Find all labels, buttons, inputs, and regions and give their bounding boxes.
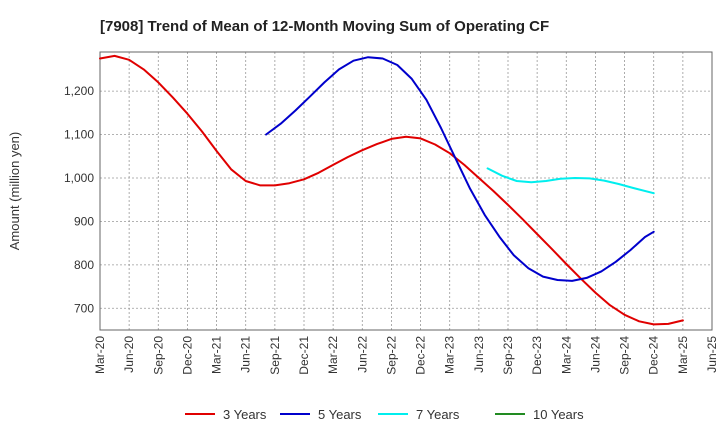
x-tick-label: Sep-23 bbox=[501, 336, 515, 375]
y-tick-label: 1,000 bbox=[64, 171, 94, 185]
grid-lines bbox=[99, 52, 713, 330]
legend: 3 Years 5 Years 7 Years 10 Years bbox=[185, 407, 584, 422]
x-axis-ticks: Mar-20 Jun-20 Sep-20 Dec-20 Mar-21 Jun-21 Sep-… bbox=[93, 336, 719, 375]
plot-area bbox=[99, 51, 713, 331]
legend-label-10-years: 10 Years bbox=[533, 407, 584, 422]
y-tick-label: 800 bbox=[74, 258, 94, 272]
series-line-7-years bbox=[486, 167, 655, 195]
x-tick-label: Dec-21 bbox=[297, 336, 311, 375]
x-tick-label: Mar-25 bbox=[676, 336, 690, 374]
series-lines bbox=[99, 54, 684, 326]
x-tick-label: Mar-24 bbox=[559, 336, 573, 374]
x-tick-label: Sep-21 bbox=[268, 336, 282, 375]
x-tick-label: Sep-24 bbox=[618, 336, 632, 375]
x-tick-label: Jun-22 bbox=[355, 336, 369, 373]
x-tick-label: Jun-24 bbox=[588, 336, 602, 373]
x-tick-label: Dec-22 bbox=[414, 336, 428, 375]
legend-label-7-years: 7 Years bbox=[416, 407, 460, 422]
x-tick-label: Jun-20 bbox=[122, 336, 136, 373]
legend-label-3-years: 3 Years bbox=[223, 407, 267, 422]
series-line-3-years bbox=[99, 54, 684, 326]
x-tick-label: Jun-23 bbox=[472, 336, 486, 373]
x-tick-label: Mar-21 bbox=[210, 336, 224, 374]
series-line-5-years bbox=[265, 56, 655, 282]
y-tick-label: 900 bbox=[74, 214, 94, 228]
x-tick-label: Sep-22 bbox=[384, 336, 398, 375]
x-tick-label: Dec-20 bbox=[180, 336, 194, 375]
chart-title: [7908] Trend of Mean of 12-Month Moving … bbox=[100, 18, 549, 35]
y-tick-label: 1,100 bbox=[64, 128, 94, 142]
y-axis-label: Amount (million yen) bbox=[7, 132, 22, 251]
y-tick-label: 1,200 bbox=[64, 84, 94, 98]
x-tick-label: Mar-22 bbox=[326, 336, 340, 374]
x-tick-label: Jun-25 bbox=[705, 336, 719, 373]
x-tick-label: Dec-23 bbox=[530, 336, 544, 375]
y-axis-ticks: 700 800 900 1,000 1,100 1,200 bbox=[64, 84, 94, 315]
x-tick-label: Dec-24 bbox=[647, 336, 661, 375]
x-tick-label: Mar-23 bbox=[443, 336, 457, 374]
y-tick-label: 700 bbox=[74, 301, 94, 315]
x-tick-label: Sep-20 bbox=[151, 336, 165, 375]
legend-label-5-years: 5 Years bbox=[318, 407, 362, 422]
x-tick-label: Mar-20 bbox=[93, 336, 107, 374]
x-tick-label: Jun-21 bbox=[239, 336, 253, 373]
